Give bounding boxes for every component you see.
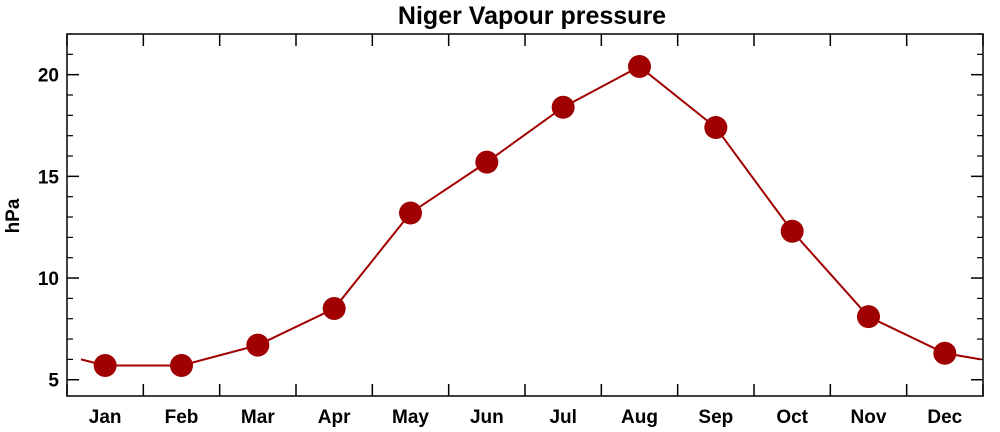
data-point-oct: [780, 219, 804, 243]
x-tick-label-nov: Nov: [851, 407, 887, 428]
x-tick-label-sep: Sep: [698, 407, 733, 428]
y-tick-label-15: 15: [38, 167, 60, 188]
x-tick-label-jan: Jan: [89, 407, 122, 428]
y-tick-label-20: 20: [38, 66, 59, 87]
x-tick-label-jun: Jun: [470, 407, 504, 428]
x-tick-label-aug: Aug: [621, 407, 658, 428]
y-tick-label-10: 10: [38, 269, 59, 290]
x-tick-label-mar: Mar: [241, 407, 275, 428]
data-point-jul: [551, 95, 575, 119]
data-point-nov: [857, 305, 880, 329]
x-tick-label-oct: Oct: [776, 407, 808, 428]
x-tick-label-feb: Feb: [165, 407, 199, 428]
plot-frame: [66, 33, 984, 397]
data-points: [93, 55, 957, 377]
x-tick-label-may: May: [392, 407, 429, 428]
data-point-mar: [246, 333, 270, 357]
data-point-sep: [704, 116, 728, 140]
chart-title: Niger Vapour pressure: [398, 2, 666, 30]
data-point-may: [399, 201, 422, 225]
x-tick-label-jul: Jul: [549, 407, 576, 428]
axis-ticks: [66, 33, 984, 396]
data-point-apr: [322, 297, 346, 321]
y-axis-label: hPa: [3, 198, 24, 233]
series-line: [80, 65, 982, 367]
data-point-dec: [933, 341, 957, 365]
tick-labels: 5 10 15 20 Jan Feb Mar Apr May Jun Jul Aug Sep Oct Nov…: [38, 66, 963, 428]
x-tick-label-apr: Apr: [318, 407, 351, 428]
data-point-feb: [170, 353, 193, 377]
data-point-jun: [475, 150, 499, 174]
x-tick-label-dec: Dec: [927, 407, 962, 428]
data-point-jan: [93, 353, 117, 377]
y-tick-label-5: 5: [48, 371, 59, 392]
data-point-aug: [628, 55, 651, 79]
